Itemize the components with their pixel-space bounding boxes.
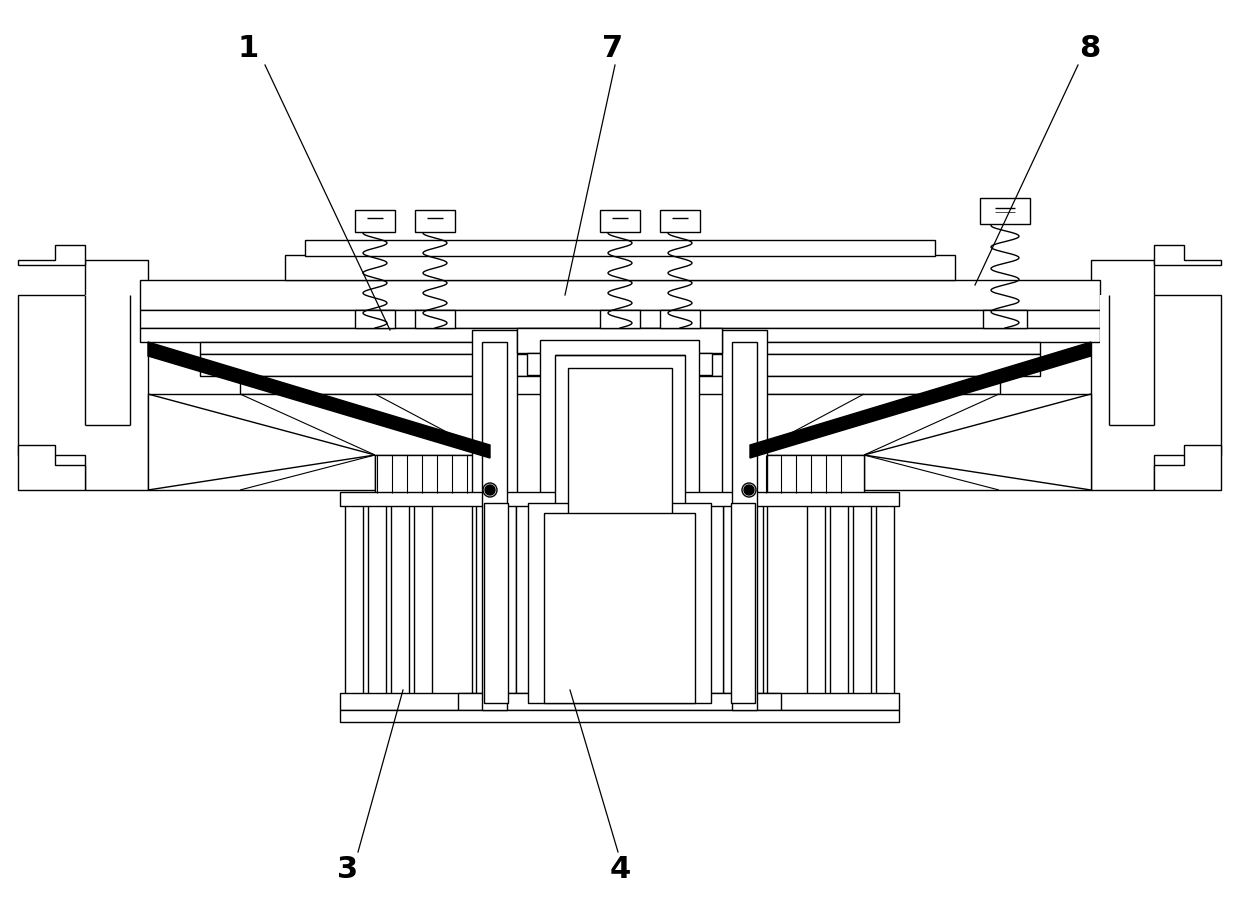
- Bar: [199, 354, 1040, 376]
- Bar: [540, 340, 699, 610]
- Bar: [392, 493, 409, 703]
- Polygon shape: [750, 394, 1092, 490]
- Bar: [807, 493, 825, 703]
- Circle shape: [743, 485, 755, 495]
- Bar: [527, 353, 712, 375]
- Bar: [458, 693, 781, 710]
- Bar: [876, 493, 895, 703]
- Bar: [339, 710, 900, 722]
- Bar: [852, 493, 871, 703]
- Bar: [484, 503, 508, 703]
- Bar: [375, 455, 489, 493]
- Circle shape: [484, 485, 496, 495]
- Bar: [544, 513, 695, 703]
- Bar: [240, 376, 1000, 394]
- Bar: [415, 310, 455, 328]
- Polygon shape: [1154, 245, 1220, 265]
- Bar: [85, 295, 135, 425]
- Bar: [356, 210, 395, 232]
- Polygon shape: [19, 245, 85, 265]
- Bar: [476, 493, 515, 703]
- Text: 7: 7: [602, 34, 623, 62]
- Bar: [356, 310, 395, 328]
- Bar: [515, 493, 724, 703]
- Bar: [600, 210, 641, 232]
- Bar: [339, 492, 900, 506]
- Bar: [830, 493, 847, 703]
- Bar: [344, 493, 363, 703]
- Bar: [140, 328, 1100, 342]
- Bar: [285, 255, 955, 280]
- Bar: [305, 240, 935, 256]
- Text: 3: 3: [337, 856, 358, 885]
- Bar: [983, 310, 1027, 328]
- Bar: [567, 368, 672, 598]
- Bar: [600, 310, 641, 328]
- Polygon shape: [147, 394, 489, 490]
- Bar: [415, 210, 455, 232]
- Bar: [724, 493, 763, 703]
- Polygon shape: [750, 342, 1092, 458]
- Bar: [199, 342, 1040, 354]
- Polygon shape: [1154, 445, 1220, 490]
- Bar: [482, 342, 507, 710]
- Polygon shape: [147, 342, 489, 458]
- Bar: [731, 503, 755, 703]
- Bar: [140, 310, 1100, 328]
- Bar: [660, 210, 700, 232]
- Text: 1: 1: [238, 34, 259, 62]
- Bar: [472, 330, 517, 710]
- Bar: [980, 198, 1030, 224]
- Bar: [368, 493, 387, 703]
- Polygon shape: [1092, 260, 1220, 490]
- Bar: [722, 330, 767, 710]
- Bar: [732, 342, 757, 710]
- Polygon shape: [19, 445, 85, 490]
- Bar: [700, 693, 900, 710]
- Bar: [660, 310, 700, 328]
- Bar: [1100, 295, 1154, 425]
- Bar: [517, 328, 722, 353]
- Polygon shape: [19, 260, 147, 490]
- Bar: [750, 455, 864, 493]
- Bar: [414, 493, 432, 703]
- Bar: [339, 693, 539, 710]
- Bar: [140, 280, 1100, 310]
- Text: 4: 4: [610, 856, 631, 885]
- Bar: [555, 355, 685, 610]
- Bar: [528, 503, 711, 703]
- Text: 8: 8: [1079, 34, 1100, 62]
